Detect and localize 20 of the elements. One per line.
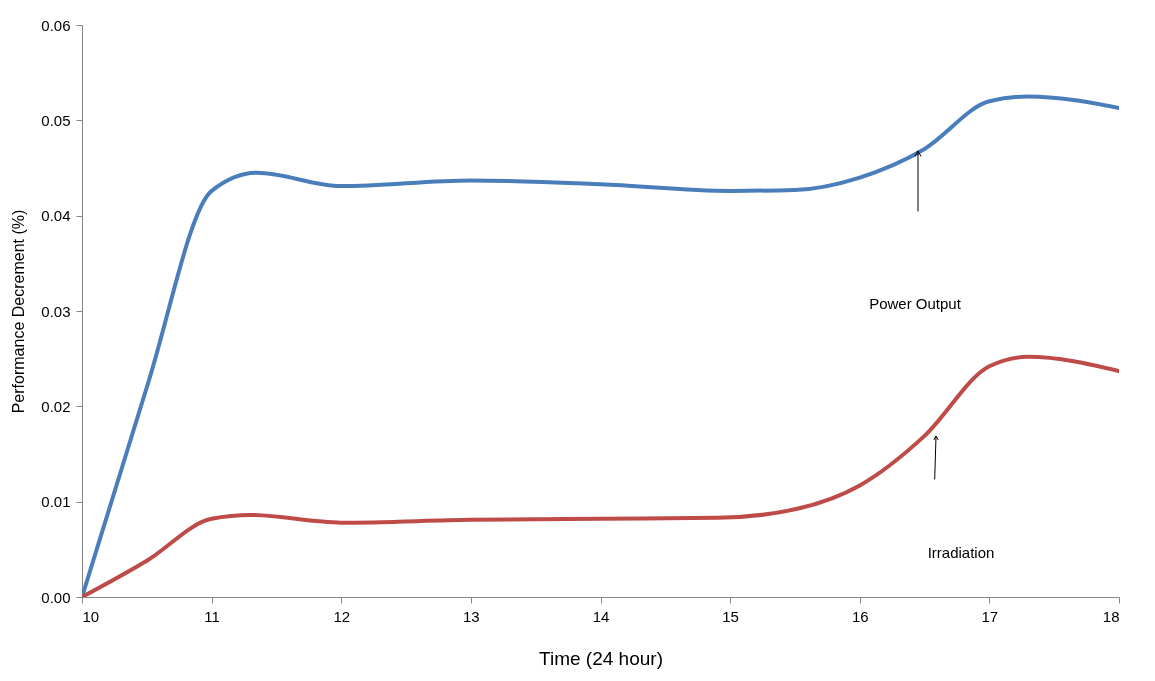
y-tick-label: 0.00 — [41, 588, 71, 606]
y-tick-label: 0.03 — [41, 302, 71, 320]
y-tick-label: 0.06 — [41, 16, 71, 34]
x-tick-label: 14 — [592, 607, 610, 625]
annotation: Irradiation — [927, 544, 995, 561]
y-axis-title: Performance Decrement (%) — [10, 209, 28, 414]
annotation: Power Output — [869, 295, 962, 312]
x-tick-label: 10 — [82, 607, 100, 625]
y-tick-label: 0.05 — [41, 111, 71, 129]
x-tick-label: 15 — [722, 607, 739, 625]
y-tick-label: 0.01 — [41, 493, 71, 511]
x-tick-label: 16 — [851, 607, 869, 625]
x-tick-label: 11 — [204, 607, 220, 625]
x-axis-title: Time (24 hour) — [539, 647, 663, 669]
y-tick-label: 0.04 — [41, 207, 71, 225]
x-tick-label: 12 — [333, 607, 351, 625]
x-tick-label: 18 — [1102, 607, 1120, 625]
y-tick-label: 0.02 — [41, 397, 71, 415]
x-tick-label: 13 — [463, 607, 480, 625]
x-tick-label: 17 — [981, 607, 999, 625]
